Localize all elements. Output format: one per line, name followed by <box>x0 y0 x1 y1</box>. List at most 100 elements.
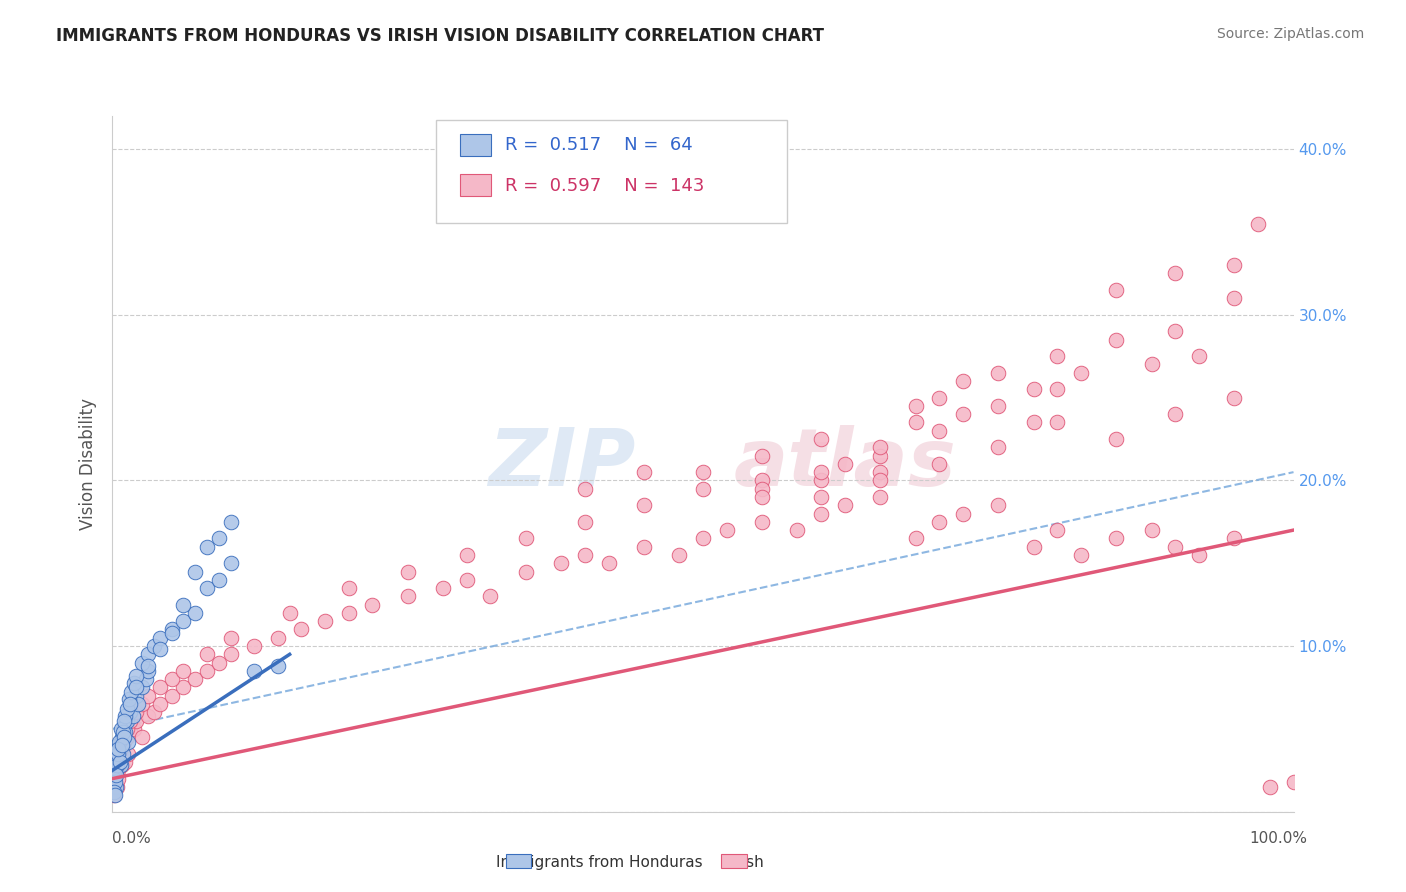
Point <box>195 581 218 595</box>
Point <box>160 672 183 686</box>
Point <box>337 606 360 620</box>
Point <box>1223 391 1246 405</box>
Point <box>118 692 141 706</box>
Point <box>112 730 135 744</box>
Point <box>195 540 218 554</box>
Point <box>125 681 148 695</box>
Point <box>810 507 832 521</box>
Point <box>115 722 138 736</box>
Point <box>598 556 620 570</box>
Text: Irish: Irish <box>731 855 763 870</box>
Point <box>172 664 194 678</box>
Point <box>219 515 242 529</box>
Point <box>107 772 129 786</box>
Point <box>479 590 502 604</box>
Point <box>120 697 142 711</box>
Point <box>574 515 596 529</box>
Point <box>104 768 127 782</box>
Point <box>574 482 596 496</box>
Point <box>1070 548 1092 562</box>
Point <box>396 590 419 604</box>
Point <box>112 741 135 756</box>
Point <box>120 725 142 739</box>
Point <box>172 681 194 695</box>
Point <box>1022 540 1045 554</box>
Point <box>107 764 129 778</box>
Point <box>112 714 135 728</box>
Point <box>105 764 128 778</box>
Point <box>1247 217 1270 231</box>
Point <box>105 755 128 769</box>
Point <box>208 656 231 670</box>
Point <box>1164 266 1187 280</box>
Point <box>104 764 127 778</box>
Point <box>112 747 135 761</box>
Point <box>952 374 974 388</box>
Point <box>135 672 157 686</box>
Point <box>105 780 128 794</box>
Point <box>160 625 183 640</box>
Point <box>810 490 832 504</box>
Point <box>869 449 891 463</box>
Point <box>122 675 145 690</box>
Point <box>751 449 773 463</box>
Point <box>1164 540 1187 554</box>
Point <box>243 639 266 653</box>
Point <box>987 399 1010 413</box>
Text: 0.0%: 0.0% <box>112 831 152 846</box>
Point <box>110 758 132 772</box>
Point <box>112 718 135 732</box>
Point <box>131 681 153 695</box>
Point <box>111 739 134 753</box>
Point <box>219 648 242 662</box>
Point <box>104 788 127 802</box>
Point <box>456 548 478 562</box>
Point <box>692 532 714 546</box>
Text: 100.0%: 100.0% <box>1250 831 1308 846</box>
Text: IMMIGRANTS FROM HONDURAS VS IRISH VISION DISABILITY CORRELATION CHART: IMMIGRANTS FROM HONDURAS VS IRISH VISION… <box>56 27 824 45</box>
Point <box>107 747 129 761</box>
Point <box>105 752 128 766</box>
Point <box>112 735 135 749</box>
Point <box>108 752 131 766</box>
Point <box>149 631 172 645</box>
Point <box>103 775 125 789</box>
Point <box>751 474 773 488</box>
Point <box>184 565 207 579</box>
Point <box>117 735 139 749</box>
Point <box>1046 416 1069 430</box>
Point <box>108 735 131 749</box>
Point <box>987 440 1010 454</box>
Point <box>136 659 159 673</box>
Point <box>633 498 655 512</box>
Point <box>810 432 832 446</box>
Point <box>1140 358 1163 372</box>
Point <box>1188 349 1211 363</box>
Point <box>103 772 125 786</box>
Point <box>515 565 537 579</box>
Point <box>122 722 145 736</box>
Point <box>243 664 266 678</box>
Point <box>105 758 128 772</box>
Point <box>550 556 572 570</box>
Point <box>108 755 131 769</box>
Point <box>101 780 124 794</box>
Text: R =  0.597    N =  143: R = 0.597 N = 143 <box>505 177 704 194</box>
Point <box>456 573 478 587</box>
Point <box>1105 333 1128 347</box>
Point <box>1223 532 1246 546</box>
Point <box>127 697 149 711</box>
Point <box>111 725 134 739</box>
Point <box>633 465 655 479</box>
Point <box>1105 283 1128 297</box>
Point <box>120 685 142 699</box>
Point <box>1164 324 1187 338</box>
Point <box>810 474 832 488</box>
Point <box>149 642 172 657</box>
Point <box>103 775 125 789</box>
Point <box>117 747 139 761</box>
Point <box>125 689 148 703</box>
Text: Immigrants from Honduras: Immigrants from Honduras <box>496 855 703 870</box>
Point <box>104 780 127 794</box>
Point <box>107 747 129 761</box>
